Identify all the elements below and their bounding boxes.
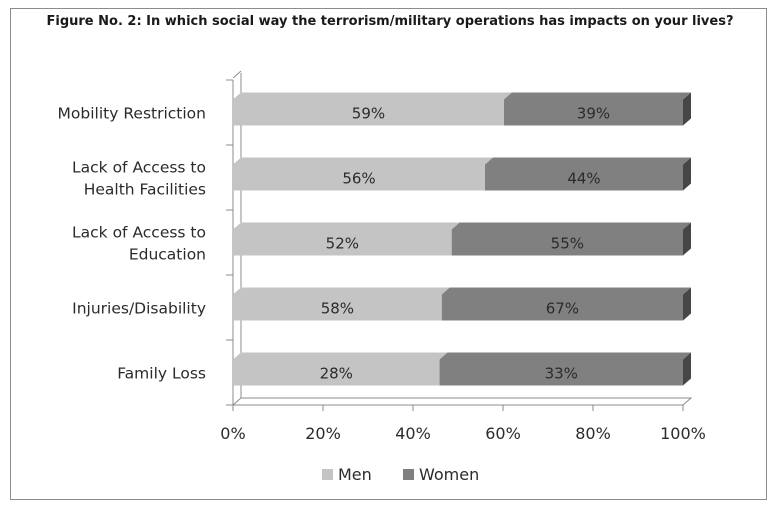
bar-side-women <box>683 287 691 321</box>
x-tick-label: 60% <box>485 424 521 443</box>
data-label-men: 52% <box>326 235 359 253</box>
category-label: Education <box>129 246 206 264</box>
category-label: Lack of Access to <box>72 224 206 242</box>
data-label-men: 28% <box>320 365 353 383</box>
bar-women <box>485 164 683 191</box>
x-tick-label: 20% <box>305 424 341 443</box>
x-tick-label: 100% <box>660 424 706 443</box>
bar-top-men <box>233 222 460 230</box>
bar-men <box>233 164 485 191</box>
floor <box>231 397 693 406</box>
category-label: Lack of Access to <box>72 159 206 177</box>
bar-side-women <box>683 352 691 386</box>
bar-top-women <box>485 157 691 165</box>
chart-title: Figure No. 2: In which social way the te… <box>46 14 734 29</box>
bar-top-men <box>233 157 493 165</box>
x-tick-label: 80% <box>575 424 611 443</box>
y-axis-top-edge <box>232 70 242 79</box>
bar-top-women <box>451 222 691 230</box>
legend-label-women: Women <box>419 465 479 484</box>
bar-side-women <box>683 157 691 191</box>
bar-women <box>441 294 683 321</box>
data-label-women: 67% <box>546 300 579 318</box>
legend-swatch-women <box>403 469 414 480</box>
bar-women <box>439 359 683 386</box>
bar-women <box>451 229 683 256</box>
data-label-men: 59% <box>352 105 385 123</box>
data-label-women: 55% <box>551 235 584 253</box>
category-label: Family Loss <box>117 365 206 383</box>
x-tick-label: 0% <box>220 424 245 443</box>
bar-top-men <box>233 287 450 295</box>
bar-top-women <box>503 92 691 100</box>
bar-top-men <box>233 92 512 100</box>
data-label-men: 58% <box>321 300 354 318</box>
bar-top-men <box>233 352 448 360</box>
category-label: Mobility Restriction <box>58 105 206 123</box>
data-label-men: 56% <box>342 170 375 188</box>
bar-men <box>233 359 440 386</box>
data-label-women: 39% <box>577 105 610 123</box>
bar-top-women <box>439 352 691 360</box>
category-label: Health Facilities <box>84 181 206 199</box>
category-label: Injuries/Disability <box>72 300 206 318</box>
bar-men <box>233 229 452 256</box>
bar-top-women <box>441 287 691 295</box>
data-label-women: 33% <box>545 365 578 383</box>
data-label-women: 44% <box>567 170 600 188</box>
bar-side-women <box>683 222 691 256</box>
bar-men <box>233 294 442 321</box>
bar-side-women <box>683 92 691 126</box>
bar-men <box>233 99 504 126</box>
bar-women <box>503 99 683 126</box>
legend-swatch-men <box>322 469 333 480</box>
x-tick-label: 40% <box>395 424 431 443</box>
legend-label-men: Men <box>338 465 372 484</box>
